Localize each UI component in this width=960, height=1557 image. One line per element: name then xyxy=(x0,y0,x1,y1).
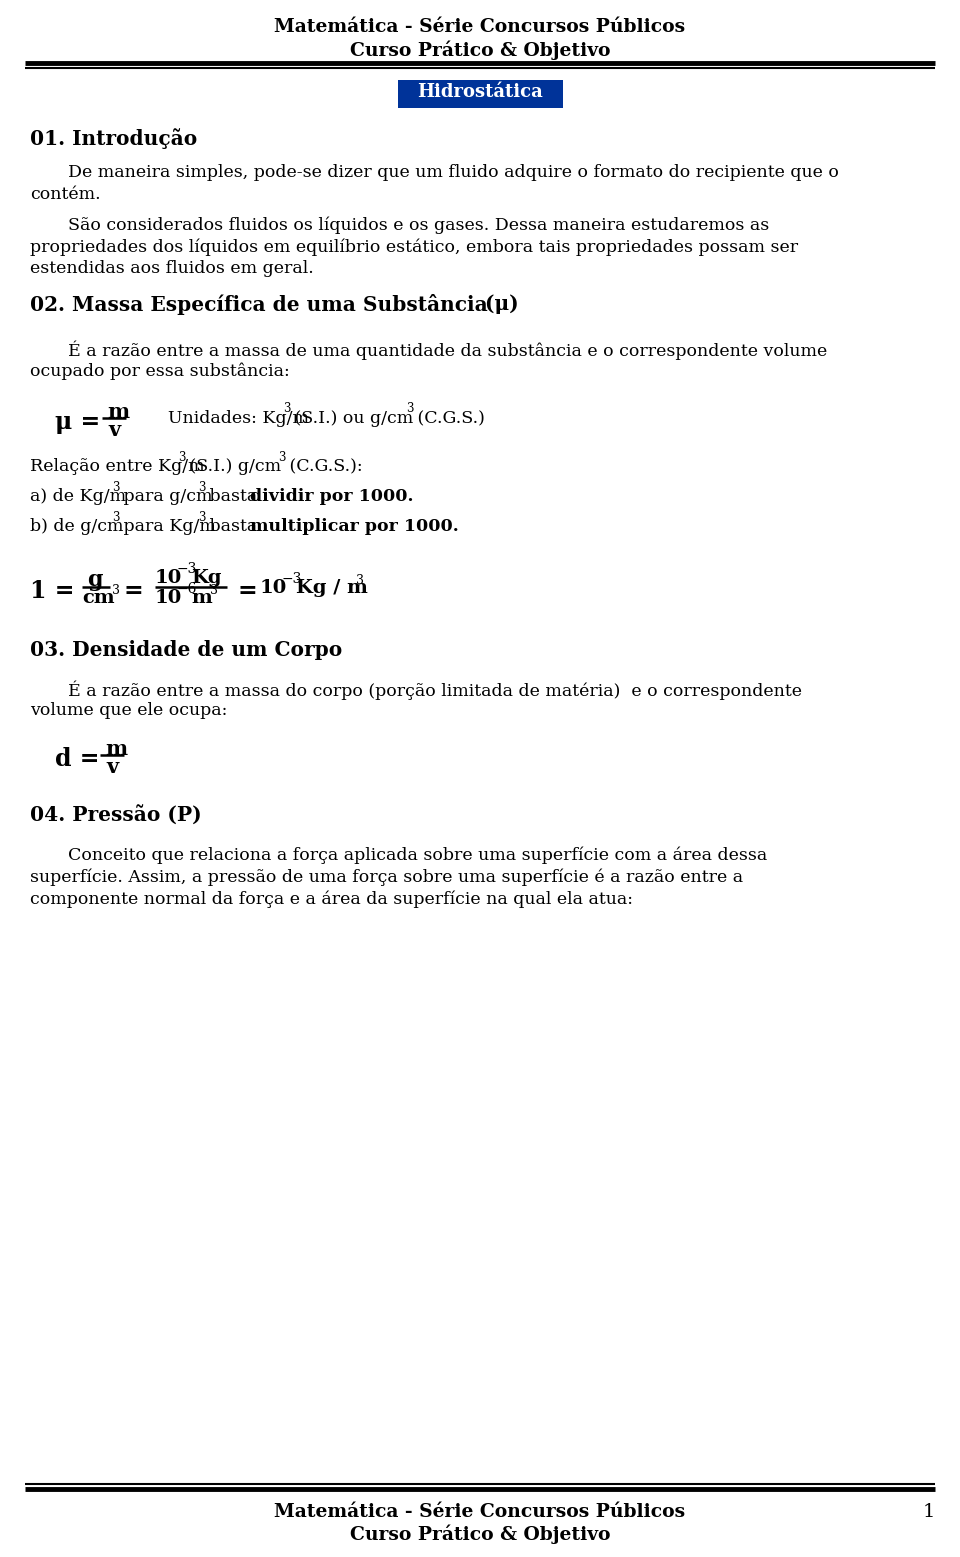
Text: 10: 10 xyxy=(155,589,182,607)
Text: componente normal da força e a área da superfície na qual ela atua:: componente normal da força e a área da s… xyxy=(30,891,633,908)
Text: 3: 3 xyxy=(178,452,185,464)
Text: 3: 3 xyxy=(198,481,205,494)
Text: =: = xyxy=(124,579,144,603)
Text: Matemática - Série Concursos Públicos: Matemática - Série Concursos Públicos xyxy=(275,19,685,36)
Text: dividir por 1000.: dividir por 1000. xyxy=(250,487,414,504)
Text: Hidrostática: Hidrostática xyxy=(418,83,542,101)
Text: Conceito que relaciona a força aplicada sobre uma superfície com a área dessa: Conceito que relaciona a força aplicada … xyxy=(68,845,767,864)
Text: É a razão entre a massa do corpo (porção limitada de matéria)  e o correspondent: É a razão entre a massa do corpo (porção… xyxy=(68,680,802,699)
Text: v: v xyxy=(106,757,118,777)
Text: (μ): (μ) xyxy=(478,294,518,315)
Text: Kg: Kg xyxy=(191,568,222,587)
Text: m: m xyxy=(191,589,212,607)
Text: 1 =: 1 = xyxy=(30,579,75,603)
Text: Unidades: Kg/m: Unidades: Kg/m xyxy=(168,409,309,427)
Text: g: g xyxy=(87,568,103,592)
Text: 01. Introdução: 01. Introdução xyxy=(30,128,197,149)
Text: 3: 3 xyxy=(356,575,364,587)
Text: propriedades dos líquidos em equilíbrio estático, embora tais propriedades possa: propriedades dos líquidos em equilíbrio … xyxy=(30,238,798,255)
Text: (S.I.) ou g/cm: (S.I.) ou g/cm xyxy=(289,409,413,427)
Text: (C.G.S.):: (C.G.S.): xyxy=(284,458,363,475)
Text: Kg / m: Kg / m xyxy=(296,579,368,596)
Text: volume que ele ocupa:: volume que ele ocupa: xyxy=(30,702,228,719)
Text: −3: −3 xyxy=(282,571,302,585)
Text: 02. Massa Específica de uma Substância: 02. Massa Específica de uma Substância xyxy=(30,294,488,315)
Text: basta: basta xyxy=(204,518,263,536)
Text: Matemática - Série Concursos Públicos: Matemática - Série Concursos Públicos xyxy=(275,1503,685,1521)
Text: São considerados fluidos os líquidos e os gases. Dessa maneira estudaremos as: São considerados fluidos os líquidos e o… xyxy=(68,216,769,234)
Text: a) de Kg/m: a) de Kg/m xyxy=(30,487,126,504)
Text: 03. Densidade de um Corpo: 03. Densidade de um Corpo xyxy=(30,640,343,660)
Text: para g/cm: para g/cm xyxy=(118,487,212,504)
Text: estendidas aos fluidos em geral.: estendidas aos fluidos em geral. xyxy=(30,260,314,277)
Text: basta: basta xyxy=(204,487,263,504)
Text: μ =: μ = xyxy=(55,409,100,434)
Text: superfície. Assim, a pressão de uma força sobre uma superfície é a razão entre a: superfície. Assim, a pressão de uma forç… xyxy=(30,867,743,886)
Text: −6: −6 xyxy=(177,582,198,596)
Text: 10: 10 xyxy=(260,579,287,596)
Text: É a razão entre a massa de uma quantidade da substância e o correspondente volum: É a razão entre a massa de uma quantidad… xyxy=(68,339,828,360)
Text: b) de g/cm: b) de g/cm xyxy=(30,518,124,536)
Text: Curso Prático & Objetivo: Curso Prático & Objetivo xyxy=(349,40,611,59)
Text: multiplicar por 1000.: multiplicar por 1000. xyxy=(250,518,459,536)
Text: 04. Pressão (P): 04. Pressão (P) xyxy=(30,807,202,827)
Text: De maneira simples, pode-se dizer que um fluido adquire o formato do recipiente : De maneira simples, pode-se dizer que um… xyxy=(68,163,839,181)
Text: 3: 3 xyxy=(406,402,414,416)
Text: 3: 3 xyxy=(112,584,120,596)
Text: 3: 3 xyxy=(210,584,218,596)
Text: 3: 3 xyxy=(198,511,205,525)
Text: ocupado por essa substância:: ocupado por essa substância: xyxy=(30,361,290,380)
Text: 3: 3 xyxy=(283,402,291,416)
Text: (C.G.S.): (C.G.S.) xyxy=(412,409,485,427)
Text: d =: d = xyxy=(55,747,100,771)
Text: Relação entre Kg/m: Relação entre Kg/m xyxy=(30,458,204,475)
Text: 1: 1 xyxy=(923,1503,935,1521)
Text: 3: 3 xyxy=(278,452,285,464)
Text: cm: cm xyxy=(82,589,114,607)
Text: Curso Prático & Objetivo: Curso Prático & Objetivo xyxy=(349,1524,611,1545)
Text: 3: 3 xyxy=(112,481,119,494)
Text: (S.I.) g/cm: (S.I.) g/cm xyxy=(184,458,281,475)
Text: m: m xyxy=(105,740,127,758)
Text: =: = xyxy=(238,579,257,603)
Text: −3: −3 xyxy=(177,562,198,576)
Text: 10: 10 xyxy=(155,568,182,587)
FancyBboxPatch shape xyxy=(397,79,563,107)
Text: para Kg/m: para Kg/m xyxy=(118,518,216,536)
Text: contém.: contém. xyxy=(30,185,101,202)
Text: 3: 3 xyxy=(112,511,119,525)
Text: v: v xyxy=(108,420,120,441)
Text: m: m xyxy=(107,402,130,422)
